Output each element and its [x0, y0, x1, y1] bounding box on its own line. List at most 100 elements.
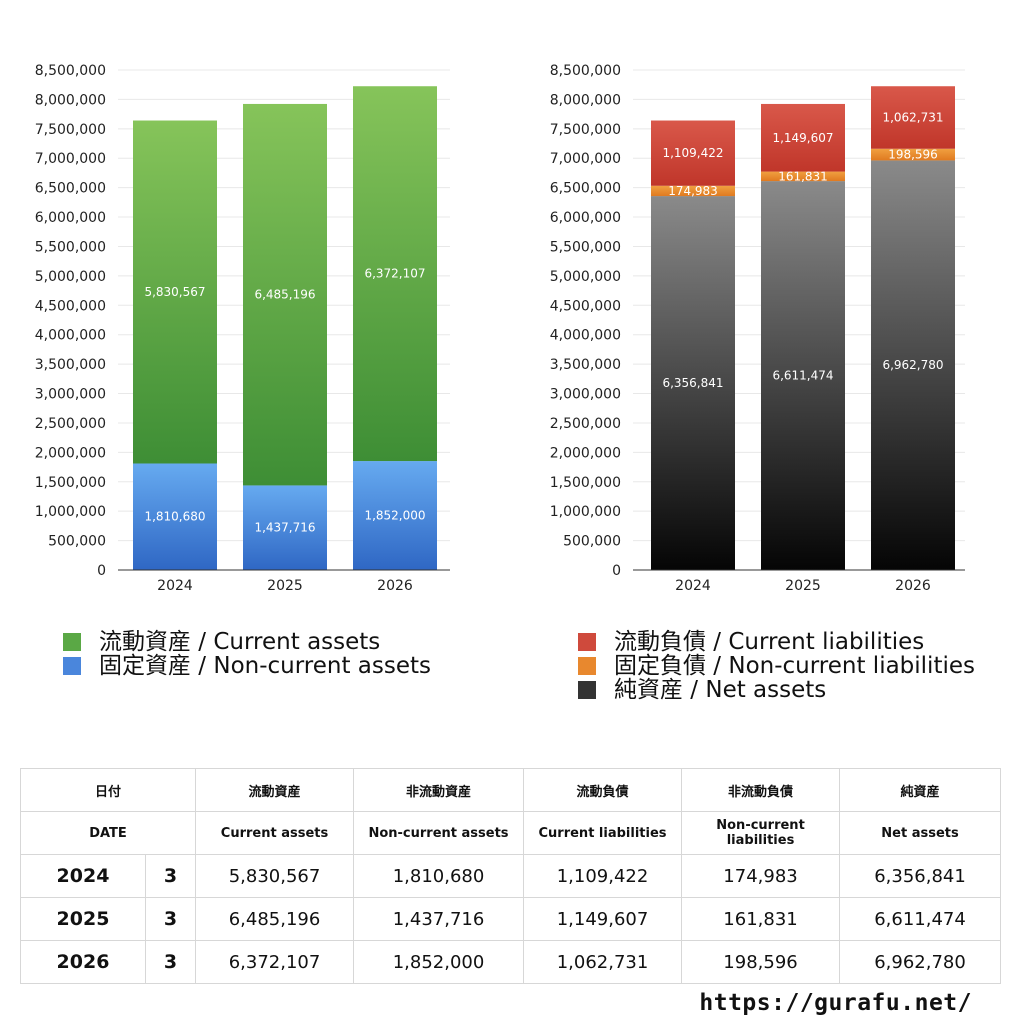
y-tick-label: 6,500,000: [550, 181, 621, 197]
legend-right: 流動負債 / Current liabilities 固定負債 / Non-cu…: [578, 630, 975, 702]
legend-label-current-liabilities: 流動負債 / Current liabilities: [614, 629, 925, 655]
data-label-current-liabilities-2025: 1,149,607: [772, 131, 833, 145]
legend-label-net-assets: 純資産 / Net assets: [614, 677, 827, 703]
y-tick-label: 6,000,000: [35, 210, 106, 226]
data-label-non-current-assets-2024: 1,810,680: [144, 510, 205, 524]
header-net-assets-en: Net assets: [839, 811, 1002, 855]
cell-non-current-assets: 1,852,000: [353, 940, 525, 984]
y-tick-label: 5,500,000: [35, 239, 106, 255]
header-non-current-liabilities-jp: 非流動負債: [681, 768, 841, 812]
data-label-net-assets-2024: 6,356,841: [662, 376, 723, 390]
bar-net-assets-2024: [651, 196, 735, 570]
cell-net-assets: 6,611,474: [839, 897, 1002, 941]
y-tick-label: 7,000,000: [35, 151, 106, 167]
y-tick-label: 500,000: [563, 534, 621, 550]
cell-current-liabilities: 1,149,607: [523, 897, 683, 941]
y-tick-label: 3,000,000: [550, 387, 621, 403]
data-label-non-current-assets-2026: 1,852,000: [364, 509, 425, 523]
data-label-net-assets-2026: 6,962,780: [882, 358, 943, 372]
header-non-current-liabilities-en: Non-current liabilities: [681, 811, 841, 855]
table-row: 2026 3 6,372,107 1,852,000 1,062,731 198…: [20, 940, 1002, 984]
y-tick-label: 3,000,000: [35, 387, 106, 403]
y-tick-label: 5,500,000: [550, 239, 621, 255]
y-tick-label: 4,500,000: [550, 298, 621, 314]
legend-swatch-net-assets: [578, 681, 596, 699]
legend-left: 流動資産 / Current assets 固定資産 / Non-current…: [63, 630, 431, 678]
y-tick-label: 2,500,000: [550, 416, 621, 432]
cell-non-current-liabilities: 174,983: [681, 854, 841, 898]
data-label-current-liabilities-2026: 1,062,731: [882, 110, 943, 124]
cell-net-assets: 6,962,780: [839, 940, 1002, 984]
y-tick-label: 1,500,000: [35, 475, 106, 491]
legend-item-net-assets: 純資産 / Net assets: [578, 678, 975, 702]
cell-year: 2024: [20, 854, 146, 898]
data-label-non-current-assets-2025: 1,437,716: [254, 521, 315, 535]
data-label-net-assets-2025: 6,611,474: [772, 369, 833, 383]
cell-current-assets: 5,830,567: [195, 854, 355, 898]
cell-non-current-liabilities: 161,831: [681, 897, 841, 941]
y-tick-label: 8,000,000: [550, 92, 621, 108]
data-label-current-assets-2026: 6,372,107: [364, 267, 425, 281]
x-tick-label: 2024: [675, 578, 711, 594]
legend-swatch-current-liabilities: [578, 633, 596, 651]
legend-label-current-assets: 流動資産 / Current assets: [99, 629, 381, 655]
header-net-assets-jp: 純資産: [839, 768, 1002, 812]
y-tick-label: 0: [612, 563, 621, 579]
y-tick-label: 1,000,000: [550, 504, 621, 520]
cell-month: 3: [144, 940, 197, 984]
header-non-current-assets-en: Non-current assets: [353, 811, 525, 855]
y-tick-label: 4,500,000: [35, 298, 106, 314]
y-tick-label: 7,000,000: [550, 151, 621, 167]
bar-non-current-liabilities-2025: [761, 171, 845, 182]
header-current-assets-en: Current assets: [195, 811, 355, 855]
y-tick-label: 7,500,000: [550, 122, 621, 138]
data-table: 日付 流動資産 非流動資産 流動負債 非流動負債 純資産 DATE Curren…: [19, 768, 1002, 984]
data-label-non-current-liabilities-2024: 174,983: [668, 184, 718, 198]
cell-month: 3: [144, 897, 197, 941]
y-tick-label: 4,000,000: [35, 328, 106, 344]
y-tick-label: 6,000,000: [550, 210, 621, 226]
y-tick-label: 8,500,000: [550, 63, 621, 79]
data-label-non-current-liabilities-2026: 198,596: [888, 148, 938, 162]
bar-current-liabilities-2024: [651, 120, 735, 186]
cell-year: 2026: [20, 940, 146, 984]
cell-year: 2025: [20, 897, 146, 941]
y-tick-label: 1,000,000: [35, 504, 106, 520]
y-tick-label: 1,500,000: [550, 475, 621, 491]
header-non-current-assets-jp: 非流動資産: [353, 768, 525, 812]
legend-item-current-assets: 流動資産 / Current assets: [63, 630, 431, 654]
y-tick-label: 2,000,000: [550, 445, 621, 461]
data-label-current-assets-2024: 5,830,567: [144, 285, 205, 299]
site-url[interactable]: https://gurafu.net/: [699, 990, 972, 1016]
cell-month: 3: [144, 854, 197, 898]
y-tick-label: 5,000,000: [35, 269, 106, 285]
y-tick-label: 6,500,000: [35, 181, 106, 197]
cell-current-assets: 6,372,107: [195, 940, 355, 984]
y-tick-label: 8,000,000: [35, 92, 106, 108]
x-tick-label: 2025: [785, 578, 821, 594]
table-row: 2024 3 5,830,567 1,810,680 1,109,422 174…: [20, 854, 1002, 898]
header-current-liabilities-jp: 流動負債: [523, 768, 683, 812]
cell-current-liabilities: 1,109,422: [523, 854, 683, 898]
cell-non-current-liabilities: 198,596: [681, 940, 841, 984]
chart-2: 0 500,000 1,000,000 1,500,000 2,000,000 2,500…: [550, 63, 965, 594]
bar-non-current-assets-2024: [133, 463, 217, 570]
data-label-current-liabilities-2024: 1,109,422: [662, 146, 723, 160]
legend-swatch-current-assets: [63, 633, 81, 651]
x-tick-label: 2025: [267, 578, 303, 594]
cell-current-liabilities: 1,062,731: [523, 940, 683, 984]
legend-label-non-current-liabilities: 固定負債 / Non-current liabilities: [614, 653, 975, 679]
bar-current-liabilities-2025: [761, 103, 845, 172]
legend-swatch-non-current-assets: [63, 657, 81, 675]
data-label-current-assets-2025: 6,485,196: [254, 288, 315, 302]
bar-current-assets-2024: [133, 120, 217, 464]
table-header-row-en: DATE Current assets Non-current assets C…: [19, 811, 1002, 855]
y-tick-label: 8,500,000: [35, 63, 106, 79]
legend-item-non-current-assets: 固定資産 / Non-current assets: [63, 654, 431, 678]
chart-1: 0 500,000 1,000,000 1,500,000 2,000,000 2,500…: [35, 63, 450, 594]
header-current-assets-jp: 流動資産: [195, 768, 355, 812]
bar-current-liabilities-2026: [871, 86, 955, 149]
cell-current-assets: 6,485,196: [195, 897, 355, 941]
header-current-liabilities-en: Current liabilities: [523, 811, 683, 855]
y-tick-label: 500,000: [48, 534, 106, 550]
